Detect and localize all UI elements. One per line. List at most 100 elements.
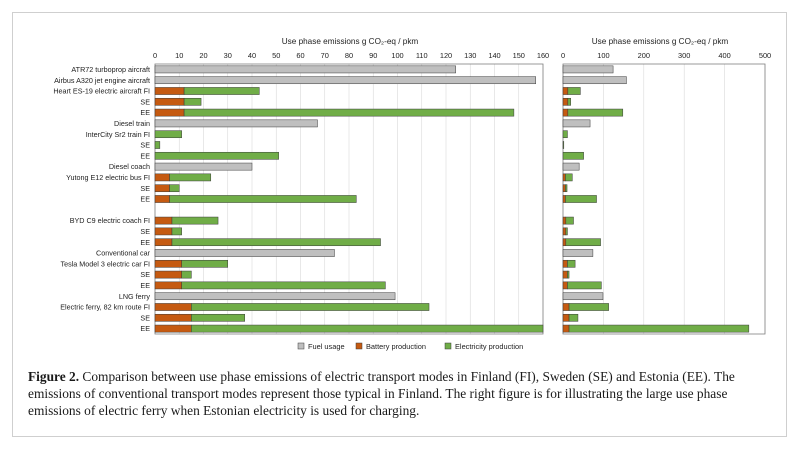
left-bar-battery: [154, 313, 192, 322]
right-bar-battery: [562, 303, 570, 311]
row-label: EE: [140, 108, 150, 117]
legend: Fuel usage Battery production Electricity …: [297, 342, 523, 351]
row-label: LNG ferry: [119, 292, 151, 301]
right-bar-battery: [562, 87, 569, 95]
left-x-tick-label: 160: [537, 51, 549, 60]
right-bar-fuel: [562, 292, 604, 301]
legend-label: Fuel usage: [308, 342, 345, 351]
right-bar-electricity: [567, 270, 570, 279]
legend-swatch: [444, 342, 452, 350]
left-bar-fuel: [154, 162, 253, 171]
right-bar-electricity: [562, 151, 584, 160]
right-bar-battery: [562, 259, 568, 268]
row-label: SE: [140, 184, 150, 193]
right-bar-electricity: [562, 130, 568, 139]
left-bar-battery: [154, 281, 182, 290]
right-bar-battery: [562, 216, 567, 225]
row-label: SE: [140, 97, 150, 106]
right-bar-electricity: [565, 238, 601, 247]
left-x-tick-label: 30: [224, 51, 232, 60]
left-bar-electricity: [181, 259, 229, 268]
right-x-tick-label: 500: [759, 51, 771, 60]
left-x-tick-label: 40: [248, 51, 256, 60]
right-x-tick-label: 0: [561, 51, 565, 60]
left-bar-battery: [154, 238, 173, 247]
left-bar-battery: [154, 87, 185, 95]
right-bar-electricity: [565, 184, 568, 193]
left-bar-battery: [154, 173, 170, 182]
left-bar-battery: [154, 216, 173, 225]
row-label: Yutong E12 electric bus FI: [66, 173, 150, 182]
left-bar-battery: [154, 270, 182, 279]
right-x-axis-title: Use phase emissions g CO₂-eq / pkm: [592, 37, 729, 46]
row-label: Electric ferry, 82 km route FI: [60, 303, 150, 312]
legend-label: Battery production: [366, 342, 426, 351]
left-bar-fuel: [154, 119, 318, 128]
left-bar-battery: [154, 324, 192, 333]
left-bar-electricity: [191, 324, 544, 333]
left-x-tick-label: 100: [391, 51, 403, 60]
left-bar-battery: [154, 227, 173, 236]
left-bar-battery: [154, 97, 185, 106]
right-bar-battery: [562, 324, 570, 333]
left-x-tick-label: 50: [272, 51, 280, 60]
left-bar-electricity: [183, 87, 260, 95]
right-bar-fuel: [562, 162, 580, 171]
right-bar-battery: [562, 173, 566, 182]
left-x-tick-label: 10: [175, 51, 183, 60]
chart: Use phase emissions g CO₂-eq / pkm Use p…: [53, 37, 771, 351]
left-x-tick-label: 90: [369, 51, 377, 60]
right-bar-electricity: [565, 216, 574, 225]
right-bar-electricity: [568, 313, 579, 322]
right-bar-electricity: [567, 87, 581, 95]
right-bar-battery: [562, 97, 569, 106]
left-bar-electricity: [154, 151, 279, 160]
figure-caption: Figure 2. Comparison between use phase e…: [28, 368, 783, 419]
left-bar-electricity: [181, 281, 386, 290]
left-x-tick-label: 0: [153, 51, 157, 60]
legend-swatch: [297, 342, 305, 350]
row-label: EE: [140, 195, 150, 204]
right-x-tick-label: 100: [597, 51, 609, 60]
caption-text: Comparison between use phase emissions o…: [28, 369, 735, 418]
right-bar-electricity: [565, 227, 568, 236]
left-bar-electricity: [171, 227, 182, 236]
left-x-tick-label: 20: [199, 51, 207, 60]
row-label: EE: [140, 238, 150, 247]
row-label: Diesel train: [114, 119, 150, 128]
right-panel: 0 100 200 300 400 500: [561, 51, 771, 335]
left-bar-electricity: [169, 173, 212, 182]
left-bar-battery: [154, 303, 192, 311]
row-label: Conventional car: [96, 249, 151, 258]
right-bar-electricity: [568, 303, 609, 311]
left-bar-electricity: [181, 270, 192, 279]
left-bar-electricity: [169, 184, 180, 193]
right-bar-battery: [562, 184, 566, 193]
left-x-tick-label: 60: [296, 51, 304, 60]
right-bar-electricity: [565, 195, 597, 203]
legend-swatch: [355, 342, 363, 350]
right-bar-electricity: [565, 173, 573, 182]
row-label: SE: [140, 227, 150, 236]
caption-label: Figure 2.: [28, 369, 80, 384]
row-label: SE: [140, 270, 150, 279]
right-bar-battery: [562, 313, 570, 322]
row-label: EE: [140, 324, 150, 333]
left-x-axis-title: Use phase emissions g CO₂-eq / pkm: [282, 37, 419, 46]
left-bar-electricity: [171, 238, 381, 247]
row-label: SE: [140, 313, 150, 322]
left-bar-electricity: [191, 303, 430, 311]
right-x-tick-label: 400: [718, 51, 730, 60]
left-bar-fuel: [154, 292, 396, 301]
right-bar-fuel: [562, 76, 627, 85]
row-label: ATR72 turboprop aircraft: [71, 65, 150, 74]
left-bar-fuel: [154, 249, 335, 257]
right-bar-electricity: [567, 97, 571, 106]
legend-label: Electricity production: [455, 342, 523, 351]
right-bar-battery: [562, 195, 566, 203]
left-bar-battery: [154, 108, 185, 117]
left-bar-battery: [154, 259, 182, 268]
left-x-tick-label: 130: [464, 51, 476, 60]
left-x-tick-label: 150: [513, 51, 525, 60]
right-bar-fuel: [562, 65, 614, 74]
